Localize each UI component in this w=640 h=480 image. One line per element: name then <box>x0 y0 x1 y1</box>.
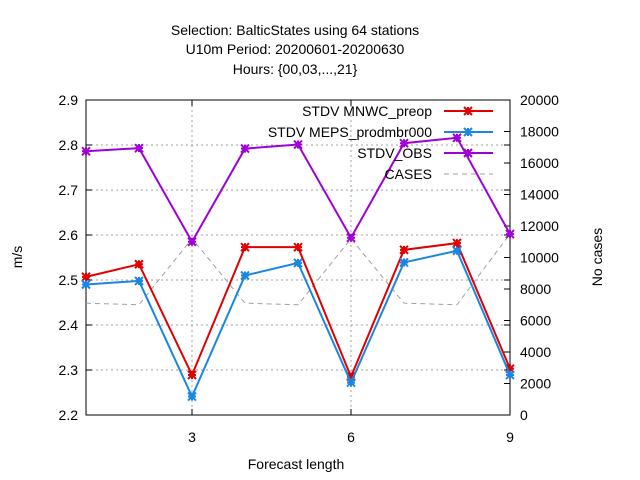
y2-tick-label: 0 <box>520 407 528 423</box>
legend-label: STDV_OBS <box>357 145 432 161</box>
title-line-3: Hours: {00,03,...,21} <box>233 61 358 77</box>
data-point <box>293 242 303 252</box>
data-point <box>81 279 91 290</box>
data-point <box>134 259 144 269</box>
legend-label: CASES <box>385 166 432 182</box>
y2-tick-label: 4000 <box>520 344 551 360</box>
legend: STDV MNWC_preop STDV MEPS_prodmbr000 STDV_… <box>268 103 493 182</box>
y-tick-label: 2.6 <box>59 227 79 243</box>
data-point <box>452 238 462 248</box>
title-line-1: Selection: BalticStates using 64 station… <box>171 22 419 38</box>
data-point <box>452 133 462 143</box>
y2-tick-label: 14000 <box>520 187 559 203</box>
data-point <box>240 270 250 281</box>
y2-tick-label: 8000 <box>520 281 551 297</box>
y-tick-label: 2.7 <box>59 182 79 198</box>
title-line-2: U10m Period: 20200601-20200630 <box>186 41 405 57</box>
series-line <box>85 233 511 306</box>
data-point <box>399 257 409 268</box>
data-point <box>346 372 356 382</box>
data-point <box>81 272 91 282</box>
series-line <box>85 249 511 399</box>
legend-marker <box>463 106 473 116</box>
chart-title: Selection: BalticStates using 64 station… <box>171 22 419 77</box>
y2-tick-label: 2000 <box>520 376 551 392</box>
data-point <box>293 139 303 150</box>
y-tick-label: 2.8 <box>59 137 79 153</box>
data-point <box>346 377 356 388</box>
data-point <box>399 245 409 255</box>
series <box>81 133 515 402</box>
data-point <box>187 370 197 380</box>
data-point <box>505 363 515 374</box>
series-stdv-obs <box>81 133 515 247</box>
x-axis-label: Forecast length <box>248 456 345 472</box>
x-tick-label: 3 <box>188 429 196 445</box>
legend-label: STDV MEPS_prodmbr000 <box>268 124 432 140</box>
legend-label: STDV MNWC_preop <box>302 103 432 119</box>
x-tick-label: 6 <box>347 429 355 445</box>
y2-axis-label: No cases <box>589 228 605 286</box>
data-point <box>187 391 197 402</box>
axes: 2.2 2.3 2.4 2.5 2.6 2.7 2.8 2.9 0 2000 4000 6000 800… <box>59 92 560 445</box>
y-tick-label: 2.2 <box>59 407 79 423</box>
y-tick-label: 2.5 <box>59 272 79 288</box>
y2-tick-label: 12000 <box>520 218 559 234</box>
y-axis-label: m/s <box>9 246 25 269</box>
data-point <box>187 237 197 247</box>
series-cases <box>85 233 511 306</box>
series-stdv-mnwc-preop <box>81 238 515 382</box>
data-point <box>240 143 250 154</box>
legend-marker <box>463 148 473 158</box>
x-tick-label: 9 <box>506 429 514 445</box>
data-point <box>293 258 303 268</box>
data-point <box>346 232 356 243</box>
y-tick-label: 2.4 <box>59 317 79 333</box>
data-point <box>81 146 91 157</box>
y-tick-label: 2.3 <box>59 362 79 378</box>
data-point <box>505 229 515 239</box>
y2-tick-label: 16000 <box>520 155 559 171</box>
y2-tick-label: 10000 <box>520 250 559 266</box>
legend-marker <box>463 127 473 137</box>
data-point <box>452 246 462 256</box>
y2-tick-label: 18000 <box>520 124 559 140</box>
y2-tick-label: 6000 <box>520 313 551 329</box>
data-point <box>399 138 409 148</box>
y2-tick-label: 20000 <box>520 92 559 108</box>
series-stdv-meps-prodmbr000 <box>81 246 515 402</box>
data-point <box>505 370 515 380</box>
data-point <box>240 242 250 252</box>
y-tick-label: 2.9 <box>59 92 79 108</box>
data-point <box>134 143 144 153</box>
data-point <box>134 276 144 286</box>
